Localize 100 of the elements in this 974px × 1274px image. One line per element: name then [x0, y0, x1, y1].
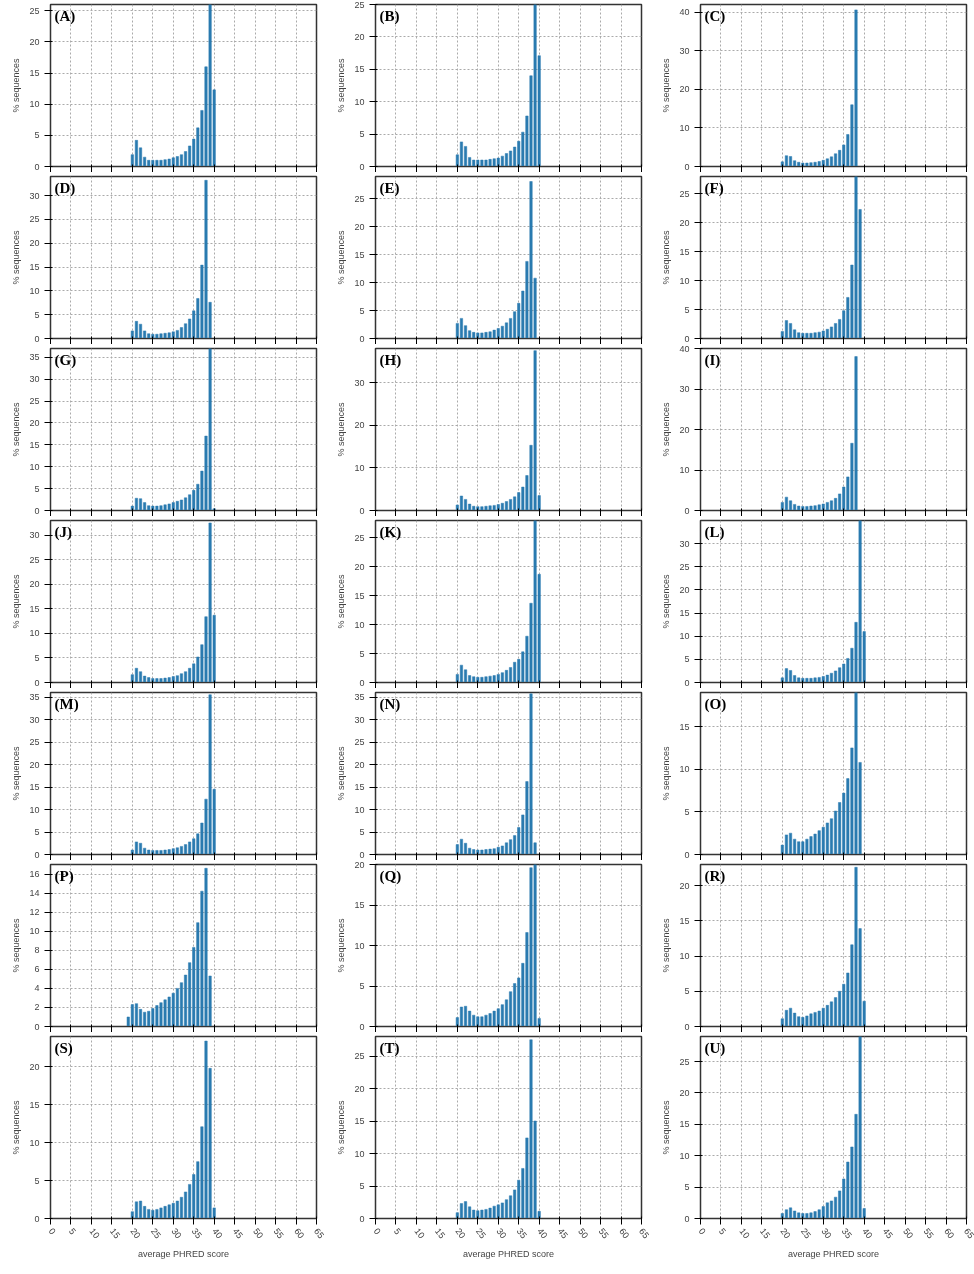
y-tick-label: 0: [359, 849, 365, 860]
y-tick-label: 5: [359, 648, 365, 659]
chart-title: (U): [704, 1039, 726, 1057]
x-tick-label: 20: [453, 1226, 468, 1241]
y-tick-label: 10: [354, 277, 365, 288]
y-tick-label: 0: [34, 849, 40, 860]
y-tick-label: 20: [679, 584, 690, 595]
chart-title: (I): [704, 351, 721, 369]
y-tick-label: 20: [354, 420, 365, 431]
y-tick-label: 5: [684, 806, 690, 817]
x-tick-label: 25: [798, 1226, 813, 1241]
y-tick-label: 20: [679, 217, 690, 228]
y-axis-title: % sequences: [661, 917, 672, 973]
x-tick-label: 5: [67, 1226, 78, 1237]
y-tick-label: 0: [684, 677, 690, 688]
y-tick-label: 0: [684, 1021, 690, 1032]
y-tick-label: 5: [34, 652, 40, 663]
y-axis-title: % sequences: [336, 229, 347, 285]
y-tick-label: 5: [34, 1175, 40, 1186]
x-tick-label: 40: [860, 1226, 875, 1241]
x-tick-label: 50: [251, 1226, 266, 1241]
y-tick-label: 30: [679, 538, 690, 549]
y-tick-label: 0: [359, 333, 365, 344]
y-tick-label: 30: [29, 714, 40, 725]
y-tick-label: 6: [34, 964, 40, 975]
y-tick-label: 25: [354, 737, 365, 747]
y-tick-label: 0: [359, 161, 365, 172]
y-tick-label: 30: [679, 384, 690, 394]
y-tick-label: 35: [29, 352, 40, 363]
x-axis-title: average PHRED score: [787, 1249, 880, 1260]
chart-title: (S): [54, 1039, 73, 1057]
x-tick-label: 0: [46, 1226, 58, 1237]
y-tick-label: 16: [29, 869, 40, 880]
y-tick-label: 5: [359, 1181, 365, 1191]
chart-title: (G): [54, 351, 77, 369]
y-tick-label: 15: [354, 782, 365, 792]
y-tick-label: 10: [354, 1148, 365, 1159]
y-tick-label: 25: [29, 737, 40, 747]
y-tick-label: 5: [684, 304, 690, 315]
y-axis-title: % sequences: [661, 401, 672, 457]
x-tick-label: 55: [921, 1226, 936, 1241]
y-tick-label: 35: [29, 692, 40, 702]
x-tick-label: 15: [757, 1226, 773, 1241]
y-tick-label: 0: [34, 1021, 40, 1032]
x-tick-label: 35: [839, 1226, 854, 1241]
y-tick-label: 15: [29, 68, 40, 79]
y-axis-title: % sequences: [661, 1099, 672, 1155]
y-tick-label: 25: [354, 193, 365, 204]
x-tick-label: 65: [637, 1226, 652, 1241]
y-tick-label: 10: [679, 275, 690, 286]
y-tick-label: 5: [34, 130, 40, 141]
y-tick-label: 5: [359, 827, 365, 837]
y-tick-label: 10: [29, 99, 40, 110]
x-tick-label: 55: [596, 1226, 611, 1241]
x-tick-label: 25: [148, 1226, 163, 1241]
x-tick-label: 0: [696, 1226, 708, 1237]
x-tick-label: 25: [473, 1226, 488, 1241]
y-axis-title: % sequences: [11, 745, 22, 801]
y-axis-title: % sequences: [11, 917, 22, 973]
x-tick-label: 50: [901, 1226, 916, 1241]
chart-title: (R): [704, 867, 726, 885]
x-tick-label: 65: [962, 1226, 974, 1241]
y-tick-label: 25: [354, 1051, 365, 1061]
chart-title: (C): [704, 7, 726, 25]
y-tick-label: 10: [679, 465, 690, 475]
y-axis-title: % sequences: [11, 401, 22, 457]
x-tick-label: 50: [576, 1226, 591, 1241]
x-tick-label: 60: [942, 1226, 957, 1241]
chart-title: (M): [54, 695, 79, 713]
y-axis-title: % sequences: [336, 745, 347, 801]
x-tick-label: 60: [617, 1226, 632, 1241]
y-tick-label: 10: [29, 926, 40, 937]
y-tick-label: 30: [354, 714, 365, 725]
y-tick-label: 25: [354, 0, 365, 10]
y-tick-label: 25: [29, 554, 40, 565]
y-tick-label: 0: [684, 849, 690, 860]
y-tick-label: 15: [354, 1116, 365, 1126]
y-tick-label: 20: [29, 238, 40, 249]
y-tick-label: 40: [679, 7, 690, 18]
y-tick-label: 15: [354, 590, 365, 601]
y-tick-label: 25: [29, 214, 40, 225]
y-tick-label: 10: [354, 940, 365, 951]
y-axis-title: % sequences: [11, 57, 22, 113]
x-tick-label: 35: [514, 1226, 529, 1241]
x-tick-label: 45: [555, 1226, 570, 1241]
chart-title: (T): [379, 1039, 400, 1057]
chart-title: (H): [379, 351, 402, 369]
x-tick-label: 15: [432, 1226, 448, 1241]
y-tick-label: 15: [679, 608, 690, 619]
y-tick-label: 10: [29, 285, 40, 296]
y-tick-label: 20: [679, 880, 690, 891]
chart-title: (J): [54, 523, 72, 541]
y-tick-label: 10: [679, 631, 690, 642]
y-tick-label: 25: [679, 1056, 690, 1067]
x-axis-title: average PHRED score: [462, 1249, 555, 1260]
chart-title: (B): [379, 7, 400, 25]
y-tick-label: 10: [679, 1150, 690, 1161]
y-axis-title: % sequences: [336, 573, 347, 629]
y-tick-label: 0: [359, 1021, 365, 1032]
x-tick-label: 10: [737, 1226, 752, 1241]
